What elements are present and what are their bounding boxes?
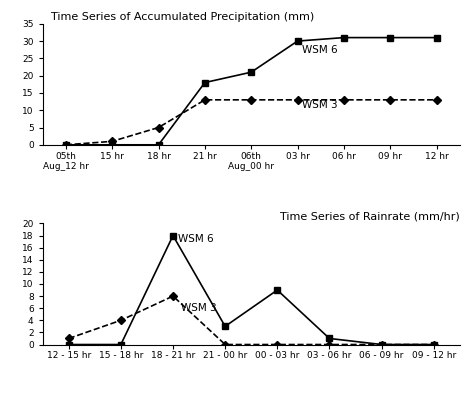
Text: WSM 6: WSM 6 bbox=[302, 45, 338, 55]
Text: WSM 3: WSM 3 bbox=[302, 101, 338, 110]
Text: WSM 3: WSM 3 bbox=[181, 303, 217, 313]
Text: Time Series of Rainrate (mm/hr): Time Series of Rainrate (mm/hr) bbox=[280, 211, 460, 221]
Text: Time Series of Accumulated Precipitation (mm): Time Series of Accumulated Precipitation… bbox=[51, 11, 314, 22]
Text: WSM 6: WSM 6 bbox=[178, 234, 214, 244]
